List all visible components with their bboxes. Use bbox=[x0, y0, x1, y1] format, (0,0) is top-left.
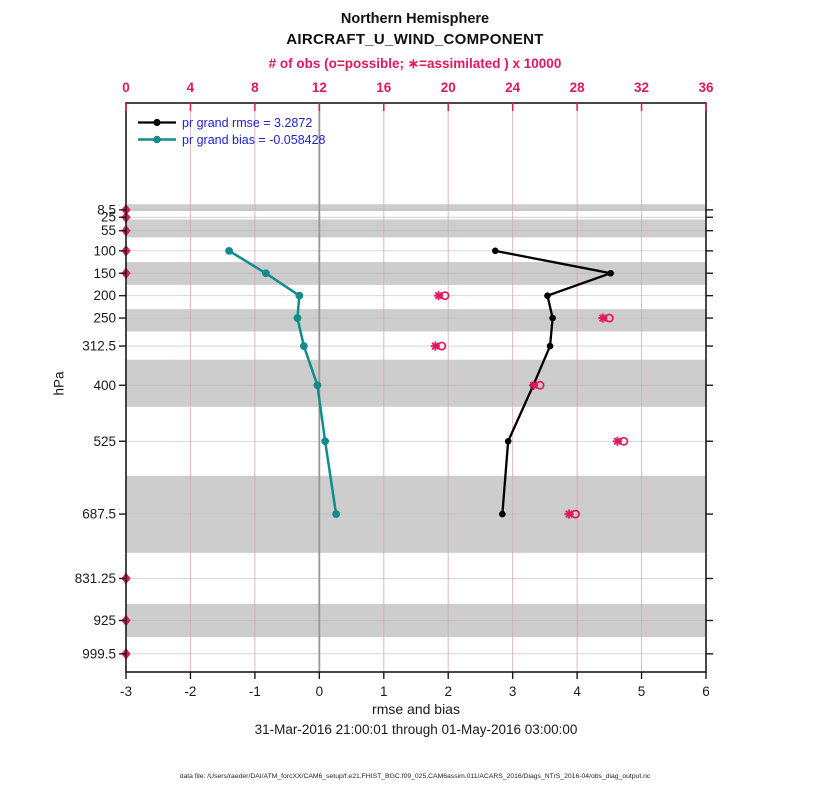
bias-line bbox=[228, 249, 338, 515]
y-tick-label: 999.5 bbox=[82, 646, 116, 661]
bias-point bbox=[225, 246, 234, 255]
rmse-point bbox=[499, 510, 506, 518]
y-tick-label: 831.25 bbox=[75, 571, 116, 586]
x-tick-label: 3 bbox=[509, 684, 517, 699]
rmse-point bbox=[544, 292, 551, 299]
y-axis-label: hPa bbox=[51, 371, 67, 396]
y-tick-label: 100 bbox=[93, 243, 116, 258]
y-tick-label: 400 bbox=[93, 378, 116, 393]
bias-point bbox=[293, 314, 302, 322]
y-tick-label: 525 bbox=[93, 434, 116, 449]
bias-point bbox=[313, 381, 322, 390]
rmse-line-sample-icon bbox=[138, 118, 176, 127]
x-tick-label: 6 bbox=[702, 684, 710, 699]
top-tick-label: 20 bbox=[441, 80, 456, 95]
top-tick-label: 36 bbox=[698, 80, 714, 95]
x-tick-label: 0 bbox=[316, 684, 324, 699]
x-tick-label: 5 bbox=[638, 684, 646, 699]
level-band bbox=[126, 309, 706, 332]
y-tick-label: 150 bbox=[93, 266, 116, 281]
y-tick-label: 312.5 bbox=[82, 339, 116, 354]
bias-point bbox=[332, 510, 340, 518]
level-band bbox=[126, 359, 706, 407]
legend: pr grand rmse = 3.2872 pr grand bias = -… bbox=[137, 114, 326, 148]
rmse-point bbox=[546, 342, 554, 350]
top-tick-label: 8 bbox=[251, 80, 259, 95]
figure-title-variable: AIRCRAFT_U_WIND_COMPONENT bbox=[286, 31, 544, 48]
plot-border bbox=[125, 102, 707, 673]
legend-item-rmse: pr grand rmse = 3.2872 bbox=[137, 114, 326, 131]
date-span: 31-Mar-2016 21:00:01 through 01-May-2016… bbox=[254, 722, 578, 737]
top-axis-label: # of obs (o=possible; ∗=assimilated ) x … bbox=[268, 56, 562, 71]
obs-assimilated-asterisk-marker bbox=[529, 381, 538, 390]
bias-point bbox=[295, 291, 304, 300]
rmse-line bbox=[495, 249, 615, 515]
rmse-point bbox=[607, 269, 614, 277]
obs-assimilated-asterisk-marker bbox=[431, 342, 440, 350]
figure-title-region: Northern Hemisphere bbox=[340, 11, 490, 27]
y-tick-label: 8.5 bbox=[97, 202, 116, 217]
y-tick-label: 200 bbox=[93, 288, 116, 303]
top-tick-label: 0 bbox=[122, 80, 130, 95]
legend-label-bias: pr grand bias = -0.058428 bbox=[182, 132, 326, 147]
x-tick-label: 1 bbox=[380, 684, 388, 699]
obs-assimilated-asterisk-marker bbox=[613, 437, 622, 446]
top-tick-label: 16 bbox=[376, 80, 392, 95]
bias-point bbox=[321, 437, 330, 446]
x-tick-label: 2 bbox=[444, 684, 452, 699]
rmse-point bbox=[491, 247, 499, 255]
rmse-point bbox=[549, 314, 556, 322]
y-tick-label: 687.5 bbox=[82, 507, 116, 522]
x-axis-label: rmse and bias bbox=[372, 701, 460, 717]
y-tick-label: 250 bbox=[93, 311, 116, 326]
level-band bbox=[126, 204, 706, 211]
top-tick-label: 4 bbox=[187, 80, 195, 95]
bias-line-sample-icon bbox=[138, 135, 176, 144]
x-tick-label: -1 bbox=[249, 684, 261, 699]
bias-point bbox=[261, 269, 270, 278]
x-tick-label: 4 bbox=[573, 684, 581, 699]
obs-assimilated-asterisk-marker bbox=[434, 291, 443, 300]
level-band bbox=[126, 219, 706, 238]
obs-assimilated-asterisk-marker bbox=[598, 314, 607, 322]
legend-item-bias: pr grand bias = -0.058428 bbox=[137, 131, 326, 148]
top-tick-label: 12 bbox=[312, 80, 327, 95]
y-tick-label: 55 bbox=[101, 223, 116, 238]
x-tick-label: -2 bbox=[184, 684, 196, 699]
x-tick-label: -3 bbox=[120, 684, 132, 699]
top-tick-label: 32 bbox=[634, 80, 649, 95]
bias-point bbox=[299, 342, 308, 350]
top-tick-label: 24 bbox=[505, 80, 521, 95]
data-file-path: data file: /Users/raeder/DAI/ATM_forcXX/… bbox=[179, 773, 651, 780]
rmse-point bbox=[504, 437, 512, 445]
legend-label-rmse: pr grand rmse = 3.2872 bbox=[182, 115, 313, 130]
y-tick-label: 25 bbox=[101, 210, 116, 225]
obs-assimilated-asterisk-marker bbox=[565, 510, 573, 518]
y-tick-label: 925 bbox=[93, 613, 116, 628]
top-tick-label: 28 bbox=[570, 80, 586, 95]
